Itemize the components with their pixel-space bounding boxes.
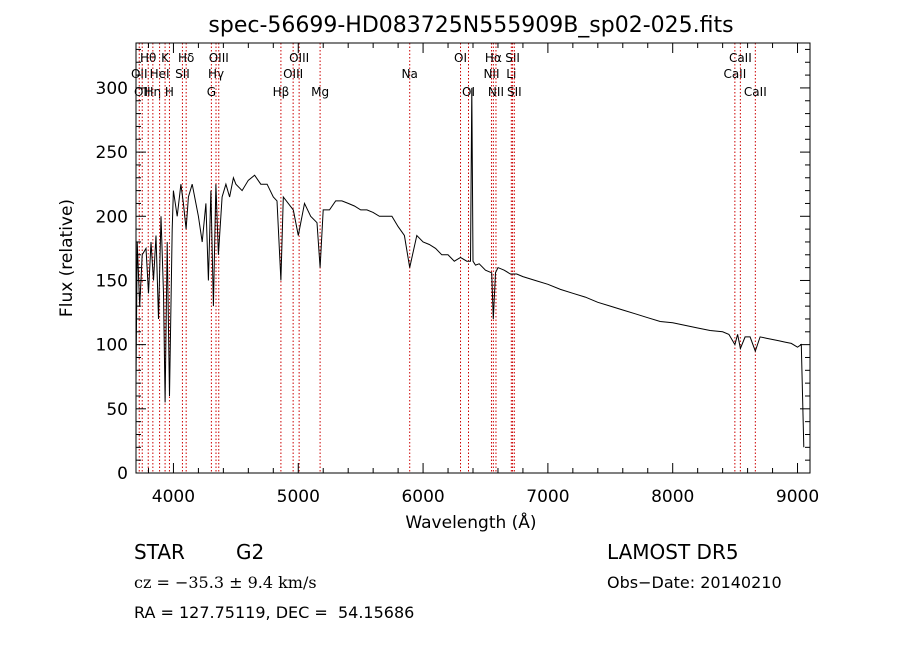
- spectral-line-label: HeI: [150, 67, 170, 81]
- spectral-line-label: CaII: [723, 67, 746, 81]
- x-tick-label: 8000: [651, 487, 694, 507]
- y-tick-label: 250: [96, 143, 128, 163]
- y-tick-label: 300: [96, 79, 128, 99]
- spectral-line-label: OIII: [283, 67, 303, 81]
- x-tick-label: 7000: [526, 487, 569, 507]
- spectral-line-label: CaII: [744, 85, 767, 99]
- spectral-line-label: Na: [402, 67, 418, 81]
- x-tick-label: 5000: [277, 487, 320, 507]
- spectral-line-label: OII: [131, 67, 148, 81]
- spectral-line-label: OI: [454, 51, 467, 65]
- spectral-line-label: CaII: [729, 51, 752, 65]
- spectral-line-markers: OIIOIIHθHηHeIKHSIIHδGHγOIIIHβOIIIOIIIMgN…: [131, 43, 767, 473]
- spectral-line-label: H: [165, 85, 174, 99]
- x-tick-label: 6000: [401, 487, 444, 507]
- x-axis: 4000 5000 6000 7000 8000 9000: [147, 43, 819, 507]
- spectral-line-label: SII: [507, 85, 522, 99]
- x-axis-label: Wavelength (Å): [405, 511, 536, 533]
- spectral-line-label: NII: [488, 85, 504, 99]
- spectral-line-label: Hγ: [208, 67, 224, 81]
- spectral-line-label: G: [207, 85, 216, 99]
- spectral-line-label: Hδ: [178, 51, 194, 65]
- spectral-line-label: NII: [483, 67, 499, 81]
- y-tick-label: 150: [96, 271, 128, 291]
- y-tick-label: 0: [117, 464, 128, 484]
- x-tick-label: 4000: [152, 487, 195, 507]
- y-axis-label: Flux (relative): [57, 199, 77, 317]
- spectral-line-label: SII: [175, 67, 190, 81]
- y-axis: 0 50 100 150 200 250 300: [96, 48, 810, 484]
- spectral-line-label: Mg: [311, 85, 329, 99]
- spectral-line-label: OII: [134, 85, 151, 99]
- spectral-line-label: K: [161, 51, 170, 65]
- spectral-line-label: Hα: [485, 51, 502, 65]
- y-tick-label: 100: [96, 336, 128, 356]
- x-tick-label: 9000: [776, 487, 819, 507]
- spectral-line-label: OI: [462, 85, 475, 99]
- observation-date: Obs−Date: 20140210: [607, 573, 782, 592]
- spectral-line-label: OIII: [209, 51, 229, 65]
- spectral-line-label: Hβ: [273, 85, 290, 99]
- redshift-readout: cz = −35.3 ± 9.4 km/s: [134, 573, 317, 592]
- spectrum-line: [135, 87, 805, 448]
- spectral-line-label: Hη: [145, 85, 162, 99]
- object-class: STAR: [134, 540, 185, 564]
- chart-title: spec-56699-HD083725N555909B_sp02-025.fit…: [208, 13, 733, 38]
- spectral-line-label: SII: [505, 51, 520, 65]
- object-subclass: G2: [236, 540, 265, 564]
- spectral-line-label: Hθ: [140, 51, 156, 65]
- survey-label: LAMOST DR5: [607, 540, 739, 564]
- spectral-line-label: OIII: [289, 51, 309, 65]
- y-tick-label: 50: [106, 400, 128, 420]
- spectral-line-label: Li: [506, 67, 516, 81]
- y-tick-label: 200: [96, 207, 128, 227]
- coordinates-readout: RA = 127.75119, DEC = 54.15686: [134, 603, 415, 622]
